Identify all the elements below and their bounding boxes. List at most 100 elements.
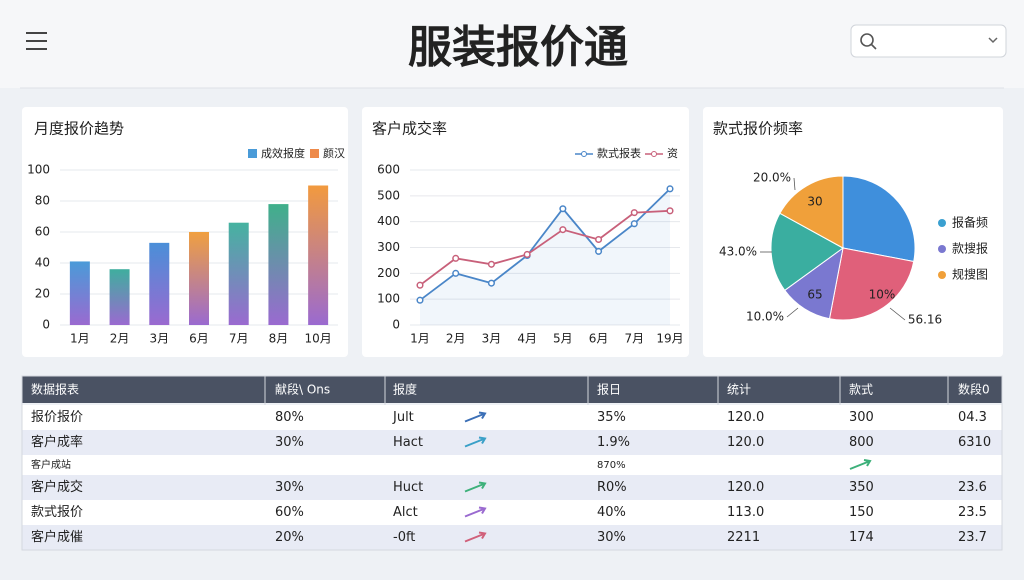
y-tick-label: 60 — [35, 225, 50, 239]
y-tick-label: 500 — [377, 188, 400, 202]
y-tick-label: 600 — [377, 163, 400, 177]
card-title: 客户成交率 — [372, 120, 447, 138]
outer-label: 10.0% — [746, 310, 784, 324]
point — [666, 207, 674, 215]
x-tick-label: 7月 — [624, 332, 644, 346]
x-tick-label: 3月 — [149, 332, 169, 346]
table-cell: R0% — [597, 480, 627, 495]
table-cell: 23.7 — [958, 530, 987, 545]
bar — [69, 261, 90, 325]
table-cell: 800 — [849, 435, 874, 450]
table-cell: Alct — [393, 505, 418, 520]
table-cell: 120.0 — [727, 435, 764, 450]
point — [523, 250, 531, 259]
app-title: 服装报价通 — [408, 22, 628, 73]
table-cell: 174 — [849, 530, 874, 545]
legend-marker — [581, 151, 587, 157]
x-tick-label: 6月 — [189, 332, 209, 346]
line — [419, 209, 671, 286]
legend-swatch — [248, 149, 257, 158]
legend-label: 资 — [667, 147, 678, 160]
table-row — [22, 475, 1002, 500]
x-tick-label: 2月 — [110, 332, 130, 346]
bar — [308, 185, 329, 325]
table-cell: 350 — [849, 480, 874, 495]
table-row — [22, 405, 1002, 430]
point — [452, 254, 460, 262]
bar — [109, 269, 130, 325]
table-cell: 870% — [597, 460, 626, 471]
trend-icon — [464, 531, 487, 543]
trend-icon — [464, 411, 487, 423]
trend-icon — [464, 481, 487, 493]
table-cell: 04.3 — [958, 410, 987, 425]
x-tick-label: 19月 — [656, 332, 683, 346]
legend-marker — [938, 245, 946, 253]
point — [630, 220, 638, 228]
y-tick-label: 80 — [35, 194, 50, 208]
table-cell: 1.9% — [597, 435, 630, 450]
pie-slice — [770, 212, 844, 292]
table-cell: 23.6 — [958, 480, 987, 495]
pie-slice — [779, 175, 844, 249]
point — [595, 235, 603, 244]
table-cell: Hact — [393, 435, 423, 450]
y-tick-label: 40 — [35, 256, 50, 270]
table-cell: 客户成率 — [31, 434, 83, 450]
slice-label: 65 — [807, 288, 822, 302]
table-header — [22, 376, 1002, 403]
line — [419, 188, 671, 301]
outer-label: 56.16 — [908, 313, 942, 327]
header-cell: 统计 — [727, 383, 751, 397]
x-tick-label: 4月 — [517, 332, 537, 346]
pie-slice — [828, 247, 915, 321]
legend-label: 报备频 — [952, 215, 988, 230]
point — [630, 209, 638, 217]
y-tick-label: 100 — [27, 163, 50, 177]
bar — [149, 242, 170, 325]
y-tick-label: 100 — [377, 292, 400, 306]
area — [420, 188, 670, 325]
header-cell: 数据报表 — [31, 382, 79, 397]
table-cell: 6310 — [958, 435, 991, 450]
table-row — [22, 455, 1002, 475]
bar — [189, 232, 209, 325]
table-cell: 2211 — [727, 530, 760, 545]
point — [559, 205, 567, 213]
y-tick-label: 0 — [42, 318, 50, 332]
table-row — [22, 500, 1002, 525]
x-tick-label: 10月 — [305, 332, 332, 346]
trend-icon — [464, 436, 487, 448]
table-cell: 客户成催 — [31, 529, 83, 545]
x-tick-label: 2月 — [446, 332, 466, 346]
x-tick-label: 7月 — [229, 332, 249, 346]
x-tick-label: 3月 — [482, 332, 502, 346]
table-cell: 报价报价 — [31, 410, 83, 425]
header-cell: 款式 — [849, 383, 873, 397]
leader-line — [786, 307, 799, 318]
x-tick-label: 6月 — [589, 332, 609, 346]
header-cell: 献段\ Ons — [275, 382, 330, 397]
point — [559, 226, 567, 234]
leader-line — [889, 307, 906, 321]
table-cell: 300 — [849, 410, 874, 425]
legend-label: 颜汉 — [323, 147, 345, 160]
trend-icon — [464, 506, 487, 518]
y-tick-label: 300 — [377, 240, 400, 254]
table-border — [21, 375, 1003, 551]
point — [416, 281, 424, 289]
table-cell: 20% — [275, 530, 304, 545]
x-tick-label: 8月 — [269, 332, 289, 346]
menu-icon[interactable] — [26, 32, 47, 50]
pie-slice — [842, 175, 916, 263]
search-box[interactable] — [850, 24, 1007, 58]
point — [595, 247, 603, 255]
card-title: 月度报价趋势 — [34, 120, 124, 138]
point — [666, 185, 674, 193]
trend-icon — [849, 459, 872, 470]
table-cell: Jult — [392, 410, 414, 425]
table-cell: 35% — [597, 410, 626, 425]
legend-label: 款式报表 — [597, 146, 641, 160]
table-cell: 23.5 — [958, 505, 987, 520]
y-tick-label: 400 — [377, 214, 400, 228]
